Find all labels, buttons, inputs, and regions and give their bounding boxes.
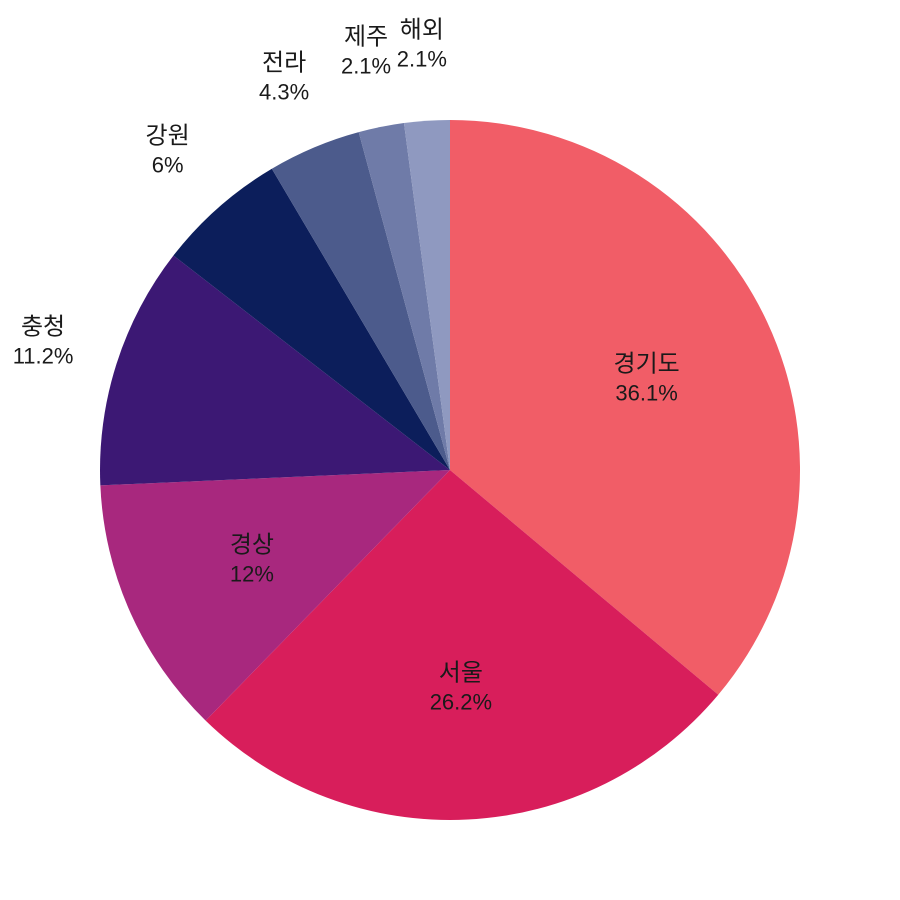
pie-slice-name: 제주 bbox=[341, 23, 391, 53]
pie-slice-name: 해외 bbox=[397, 15, 447, 45]
pie-slice-pct: 26.2% bbox=[430, 688, 492, 716]
pie-slice-label: 충청11.2% bbox=[13, 312, 74, 370]
pie-slice-label: 해외2.1% bbox=[397, 15, 447, 73]
pie-svg bbox=[0, 0, 900, 900]
pie-slice-label: 전라4.3% bbox=[259, 48, 309, 106]
pie-slice-label: 서울26.2% bbox=[430, 658, 492, 716]
pie-slice-name: 충청 bbox=[13, 312, 74, 342]
pie-slice-label: 제주2.1% bbox=[341, 23, 391, 81]
pie-slice-name: 경기도 bbox=[614, 349, 680, 379]
pie-slice-pct: 12% bbox=[230, 560, 274, 588]
pie-chart: 경기도36.1%서울26.2%경상12%충청11.2%강원6%전라4.3%제주2… bbox=[0, 0, 900, 900]
pie-slice-label: 경상12% bbox=[230, 530, 274, 588]
pie-slice-label: 경기도36.1% bbox=[614, 349, 680, 407]
pie-slice-pct: 36.1% bbox=[614, 379, 680, 407]
pie-slice-name: 강원 bbox=[146, 121, 190, 151]
pie-slice-pct: 2.1% bbox=[397, 45, 447, 73]
pie-slice-name: 경상 bbox=[230, 530, 274, 560]
pie-slice-pct: 11.2% bbox=[13, 342, 74, 370]
pie-slice-name: 전라 bbox=[259, 48, 309, 78]
pie-slice-pct: 2.1% bbox=[341, 53, 391, 81]
pie-slice-label: 강원6% bbox=[146, 121, 190, 179]
pie-slice-pct: 4.3% bbox=[259, 78, 309, 106]
pie-slice-pct: 6% bbox=[146, 151, 190, 179]
pie-slice-name: 서울 bbox=[430, 658, 492, 688]
